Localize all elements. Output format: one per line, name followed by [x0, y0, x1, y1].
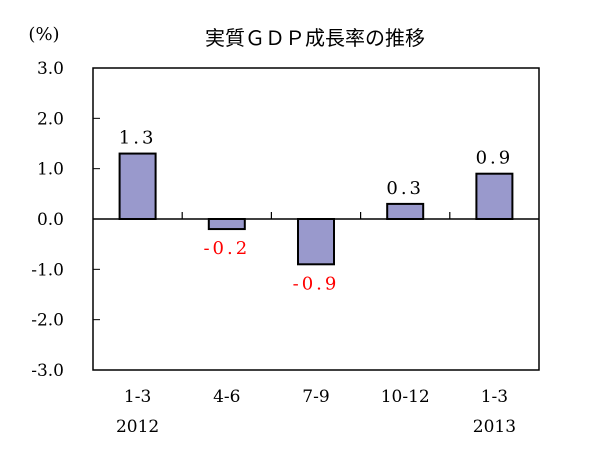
x-axis-ticks — [181, 212, 451, 219]
value-label: 1.3 — [119, 128, 157, 149]
y-tick-label: 0.0 — [37, 210, 64, 230]
y-tick-label: 1.0 — [37, 160, 64, 180]
x-category-label: 1-3 — [124, 387, 151, 407]
chart-title: 実質ＧＤＰ成長率の推移 — [205, 26, 425, 50]
x-category-label: 4-6 — [213, 387, 240, 407]
y-tick-label: 3.0 — [37, 59, 64, 79]
bars — [118, 152, 514, 266]
y-tick-label: -3.0 — [31, 361, 64, 381]
value-labels: 1.3 -0.2 -0.9 0.3 0.9 — [119, 128, 514, 295]
x-year-label: 2013 — [473, 417, 516, 437]
value-label: -0.2 — [203, 238, 250, 259]
x-axis-labels: 1-3 2012 4-6 7-9 10-12 1-3 2013 — [116, 387, 516, 437]
x-category-label: 10-12 — [381, 387, 430, 407]
value-label: -0.9 — [293, 273, 340, 294]
bar — [475, 172, 514, 220]
x-year-label: 2012 — [116, 417, 159, 437]
value-label: 0.3 — [386, 178, 424, 199]
unit-label: (%) — [28, 24, 59, 45]
y-tick-label: -1.0 — [31, 260, 64, 280]
bar — [386, 202, 425, 220]
x-category-label: 7-9 — [302, 387, 329, 407]
y-tick-label: -2.0 — [31, 311, 64, 331]
y-tick-label: 2.0 — [37, 109, 64, 129]
y-axis-ticks: 3.0 2.0 1.0 0.0 -1.0 -2.0 -3.0 — [31, 59, 100, 381]
bar — [297, 218, 335, 266]
x-category-label: 1-3 — [481, 387, 508, 407]
bar — [207, 218, 246, 231]
value-label: 0.9 — [476, 148, 514, 169]
bar — [118, 152, 157, 220]
